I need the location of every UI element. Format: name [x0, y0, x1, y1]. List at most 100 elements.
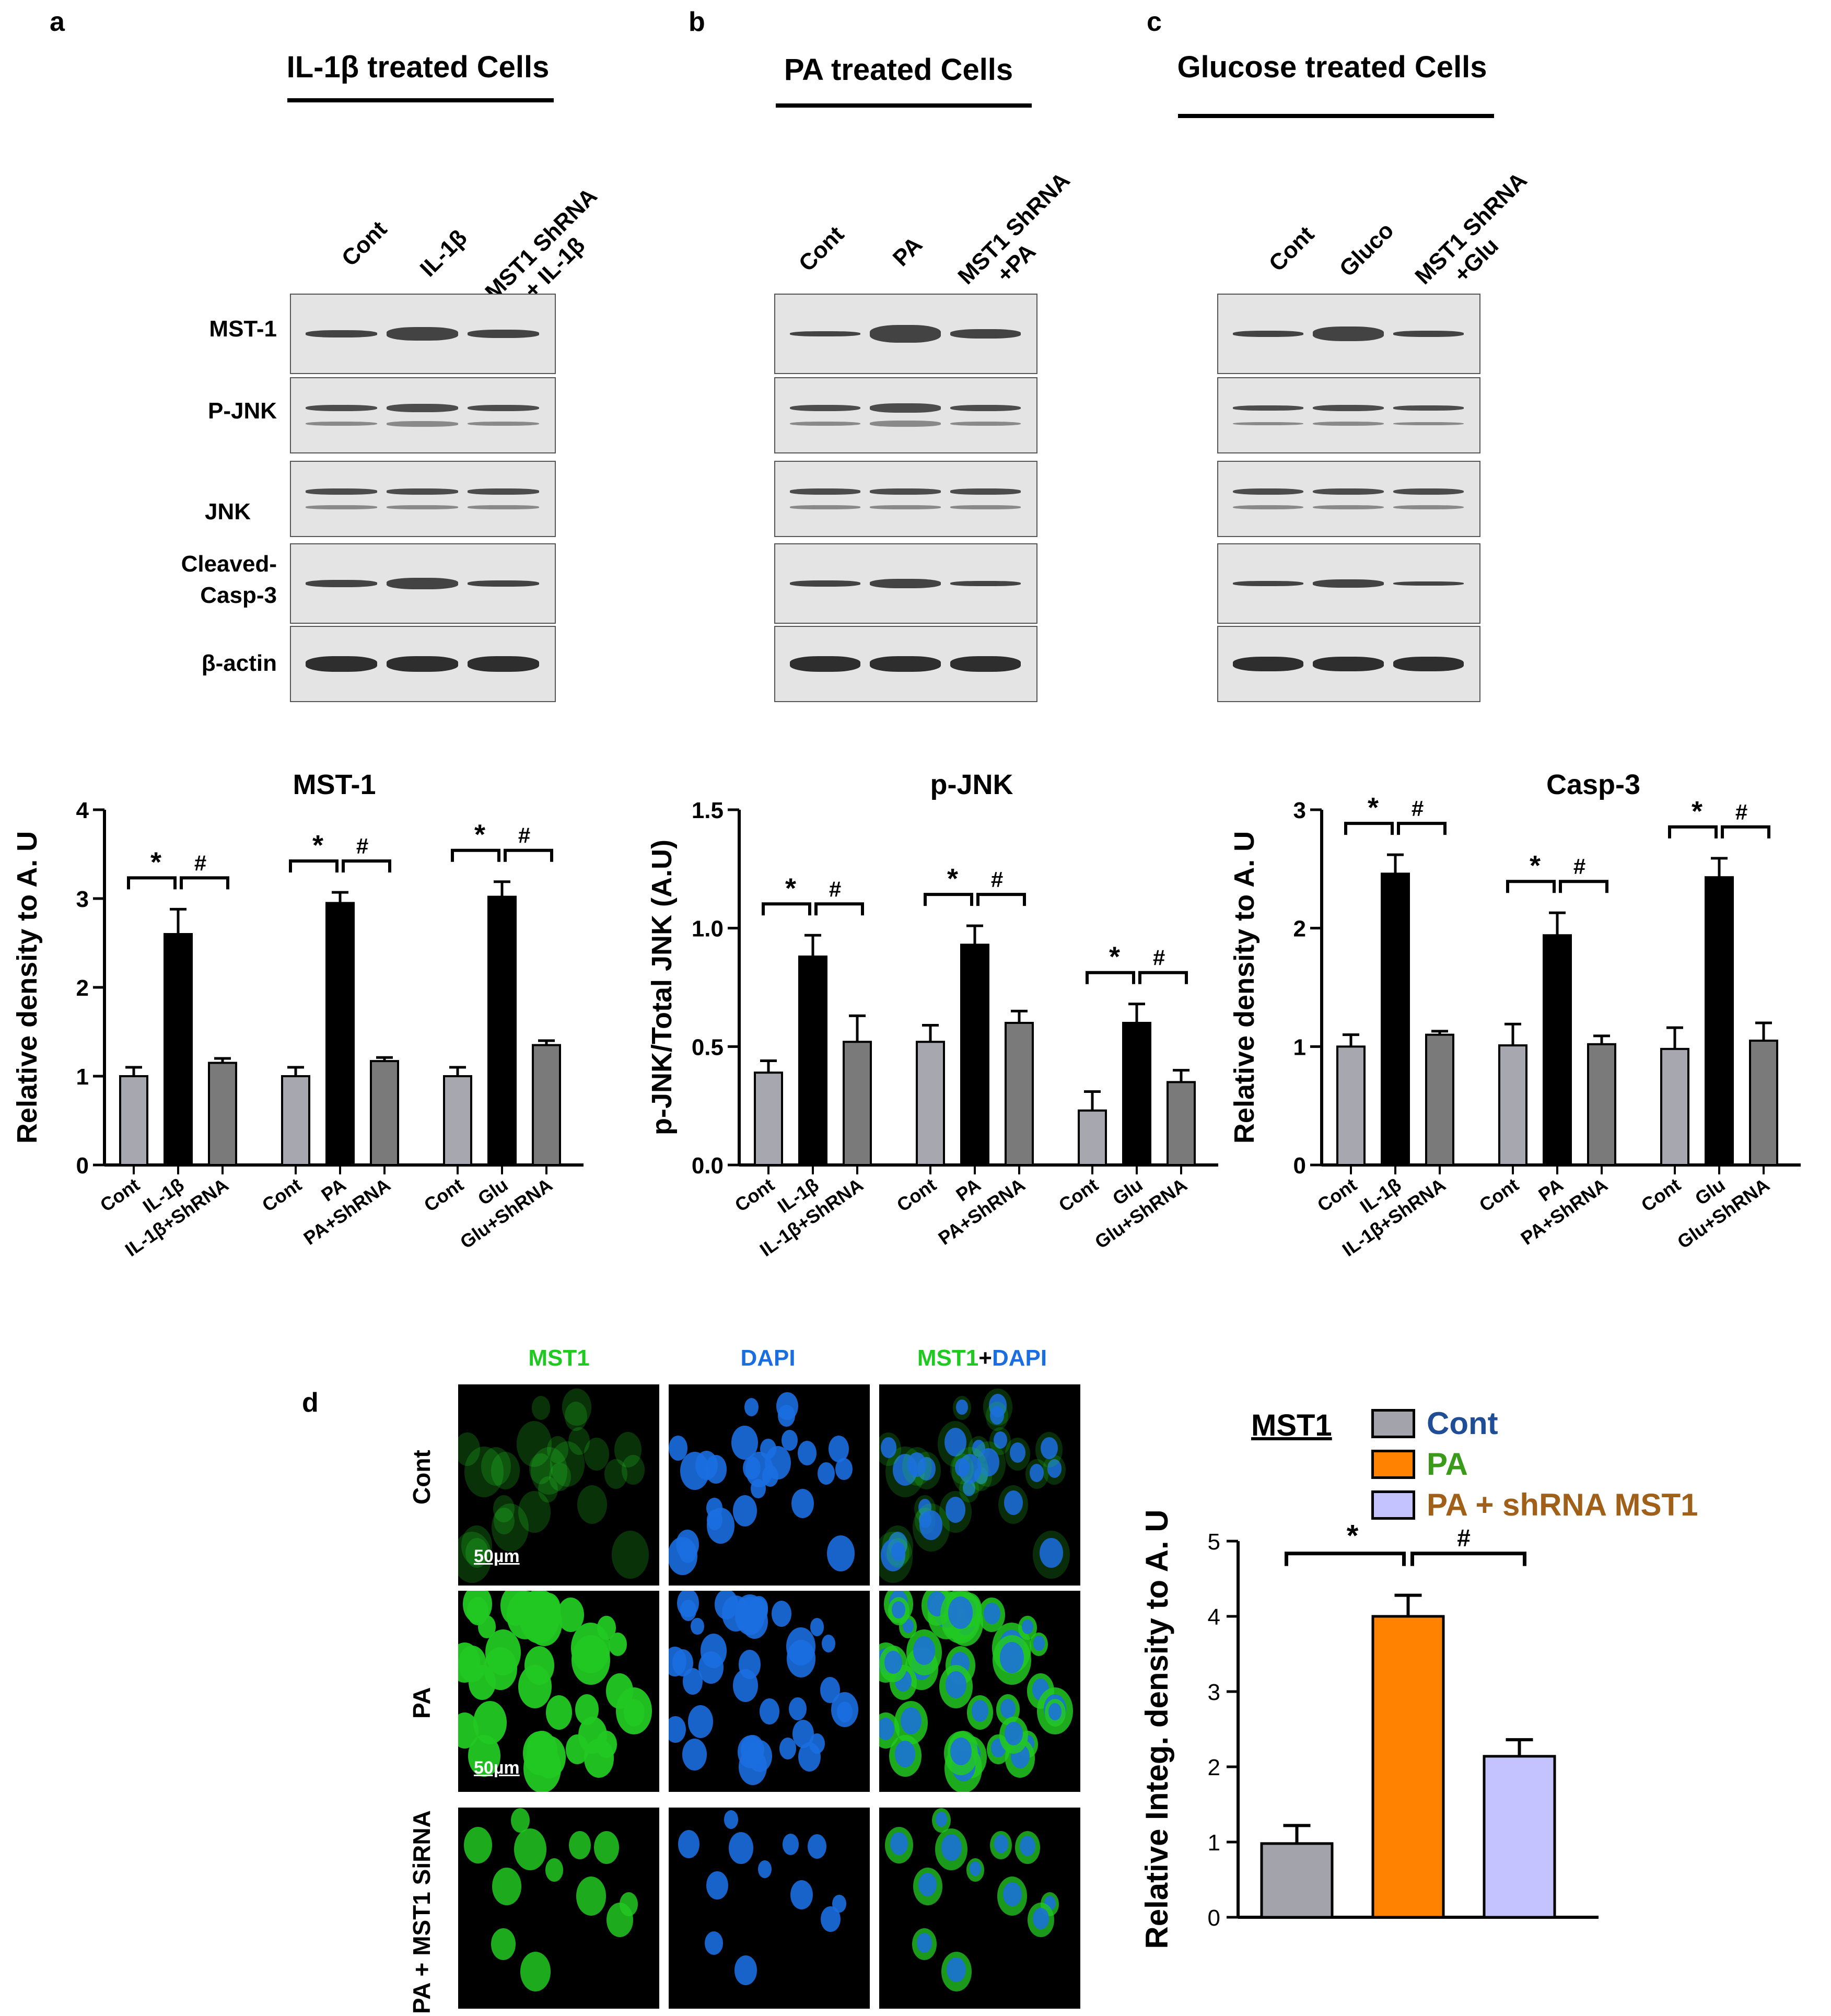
sig-bracket-hash — [1559, 880, 1608, 893]
cell — [807, 1834, 827, 1859]
sig-marker-star: * — [785, 872, 796, 904]
band-treated — [870, 325, 941, 343]
blot-panel-c-row-4 — [1217, 543, 1480, 624]
sig-marker-hash: # — [194, 850, 206, 875]
blot-panel-a-row-4 — [290, 543, 556, 624]
band-shrna — [1393, 422, 1464, 426]
cell — [956, 1399, 968, 1415]
bar-PA — [1371, 1615, 1445, 1919]
band-shrna — [1393, 657, 1464, 671]
cell — [706, 1508, 734, 1544]
band-shrna — [468, 505, 539, 509]
col-header-merge: MST1+DAPI — [917, 1345, 1047, 1371]
band-shrna — [468, 656, 539, 672]
band-treated — [387, 327, 458, 341]
x-tick-label: Cont — [1475, 1174, 1523, 1216]
cell — [518, 1665, 552, 1709]
cell — [568, 1427, 590, 1455]
cell — [604, 1459, 627, 1489]
cell — [1048, 1703, 1062, 1720]
band-shrna — [950, 329, 1021, 339]
blot-panel-c-row-3 — [1217, 461, 1480, 537]
cell — [1040, 1537, 1063, 1568]
sig-marker-hash: # — [1153, 946, 1165, 970]
cell — [458, 1532, 492, 1583]
bar-Glu — [1705, 876, 1734, 1166]
cell — [818, 1462, 835, 1485]
y-tick-label: 0 — [76, 1153, 89, 1179]
sig-marker-hash: # — [1412, 796, 1424, 821]
bar-Cont — [754, 1071, 783, 1167]
band-treated — [870, 488, 941, 495]
cell — [468, 1734, 500, 1777]
cell — [1005, 1721, 1023, 1745]
cell — [578, 1716, 608, 1754]
cell — [461, 1525, 493, 1566]
cell — [562, 1388, 591, 1426]
y-tick-label: 0 — [1293, 1153, 1306, 1179]
lane-label-shrna-c: MST1 ShRNA +Glu — [1410, 167, 1532, 289]
lane-label-shrna-b: MST1 ShRNA +PA — [953, 167, 1075, 289]
sig-marker-hash: # — [356, 834, 368, 858]
sig-marker-star: * — [1530, 850, 1541, 881]
cell — [514, 1828, 547, 1871]
sig-marker-star: * — [1368, 792, 1379, 823]
cell — [557, 1597, 585, 1633]
cell — [691, 1617, 704, 1635]
sig-bracket-hash — [1397, 822, 1447, 835]
bar-PA+ShRNA — [1587, 1043, 1616, 1166]
y-tick-label: 4 — [76, 798, 89, 823]
cell — [492, 1867, 521, 1906]
cell — [729, 1832, 753, 1864]
micrograph-cont-dapi — [669, 1384, 870, 1586]
band-cont — [1233, 405, 1304, 411]
cell — [494, 1507, 515, 1534]
cell — [458, 1645, 486, 1682]
panel-letter-c: c — [1147, 7, 1162, 37]
cell — [895, 1741, 916, 1767]
cell — [549, 1463, 571, 1491]
micrograph-pa-merge — [879, 1591, 1080, 1792]
cell — [576, 1876, 607, 1916]
band-cont — [790, 331, 861, 336]
sig-marker-star: * — [150, 846, 161, 878]
cell — [977, 1448, 999, 1476]
x-tick-label: PA+ShRNA — [935, 1174, 1029, 1249]
band-shrna — [950, 488, 1021, 495]
bar-IL-1β — [1381, 872, 1410, 1166]
cell — [485, 1629, 521, 1675]
band-cont — [306, 656, 377, 672]
sig-marker-star: * — [474, 819, 485, 850]
cell — [907, 1452, 927, 1477]
cell — [1009, 1442, 1026, 1463]
cell — [989, 1406, 1004, 1425]
band-cont — [790, 488, 861, 495]
band-shrna — [950, 656, 1021, 672]
y-axis-label: p-JNK/Total JNK (A.U) — [646, 840, 678, 1135]
micrograph-pa-sirna-merge — [879, 1808, 1080, 2009]
cell — [993, 1431, 1007, 1449]
cell — [682, 1739, 707, 1770]
bar-Cont — [916, 1041, 945, 1166]
cell — [688, 1705, 713, 1738]
cell — [782, 1430, 798, 1451]
row-label-pjnk: P-JNK — [207, 398, 277, 424]
cell — [790, 1880, 813, 1910]
cell — [935, 1811, 948, 1827]
y-tick-label: 2 — [1208, 1755, 1220, 1780]
blot-panel-a-row-2 — [290, 377, 556, 453]
x-tick-label: Cont — [731, 1174, 778, 1216]
cell — [545, 1858, 564, 1882]
cell — [733, 1669, 759, 1702]
band-treated — [1313, 404, 1384, 412]
band-treated — [870, 579, 941, 588]
y-tick-label: 3 — [76, 887, 89, 912]
micro-row-label-pa-sirna: PA + MST1 SiRNA — [408, 1810, 435, 2014]
band-shrna — [950, 421, 1021, 426]
band-cont — [1233, 331, 1304, 337]
micrograph-pa-sirna-dapi — [669, 1808, 870, 2009]
cell — [884, 1650, 902, 1674]
band-cont — [1233, 657, 1304, 671]
cell — [771, 1601, 792, 1627]
bar-PA+ShRNA — [370, 1060, 399, 1166]
